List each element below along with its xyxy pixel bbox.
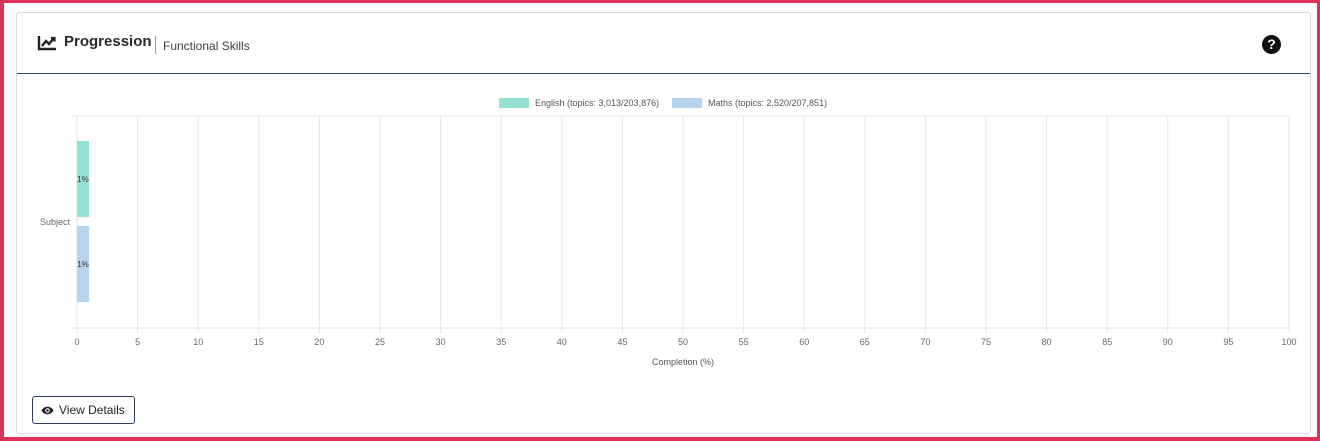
x-tick-label: 90 xyxy=(1163,337,1173,347)
x-tick-label: 75 xyxy=(981,337,991,347)
bar-maths xyxy=(77,226,90,302)
legend-label: Maths (topics: 2,520/207,851) xyxy=(708,98,827,108)
x-tick-label: 85 xyxy=(1102,337,1112,347)
x-tick-label: 45 xyxy=(617,337,627,347)
x-tick-label: 15 xyxy=(254,337,264,347)
question-circle-icon[interactable]: ? xyxy=(1262,35,1281,54)
eye-icon xyxy=(41,406,54,414)
completion-chart: 0 5 10 15 20 25 30 35 40 45 50 55 60 65 70 75 80 85 90 95 10… xyxy=(40,98,1297,367)
x-tick-label: 60 xyxy=(799,337,809,347)
view-details-label: View Details xyxy=(59,403,125,417)
legend-swatch xyxy=(499,98,529,108)
legend-swatch xyxy=(672,98,702,108)
line-chart-icon xyxy=(37,36,56,51)
x-tick-label: 0 xyxy=(74,337,79,347)
bar-data-label: 1% xyxy=(77,175,89,184)
x-tick-label: 20 xyxy=(314,337,324,347)
x-tick-label: 50 xyxy=(678,337,688,347)
bar-english xyxy=(77,141,90,217)
legend-label: English (topics: 3,013/203,876) xyxy=(535,98,659,108)
x-tick-label: 40 xyxy=(557,337,567,347)
card-header: Progression Functional Skills ? xyxy=(17,13,1310,74)
card-title: Progression xyxy=(64,33,152,50)
x-tick-label: 30 xyxy=(436,337,446,347)
card-subtitle: Functional Skills xyxy=(163,39,250,53)
x-tick-label: 80 xyxy=(1042,337,1052,347)
x-tick-label: 65 xyxy=(860,337,870,347)
title-divider xyxy=(155,36,156,54)
x-tick-label: 10 xyxy=(193,337,203,347)
x-tick-label: 55 xyxy=(739,337,749,347)
x-tick-label: 100 xyxy=(1281,337,1296,347)
x-tick-label: 95 xyxy=(1223,337,1233,347)
view-details-button[interactable]: View Details xyxy=(32,396,135,424)
x-axis-title: Completion (%) xyxy=(652,357,714,367)
bar-data-label: 1% xyxy=(77,260,89,269)
x-tick-label: 35 xyxy=(496,337,506,347)
x-tick-label: 5 xyxy=(135,337,140,347)
x-tick-label: 25 xyxy=(375,337,385,347)
x-tick-label: 70 xyxy=(920,337,930,347)
progression-card: Progression Functional Skills ? 0 5 10 15 20… xyxy=(16,12,1311,434)
y-category-label: Subject xyxy=(40,217,71,227)
